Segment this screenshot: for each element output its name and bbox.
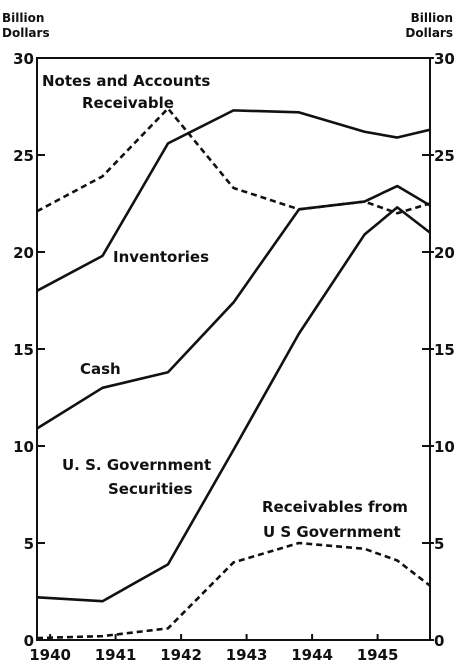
- series-label: Inventories: [113, 248, 209, 266]
- x-tick-label: 1944: [291, 646, 333, 664]
- y2-axis-label: Dollars: [405, 26, 453, 40]
- series-label: U. S. Government: [62, 456, 211, 474]
- y2-tick-label: 0: [434, 632, 444, 650]
- y-tick-label: 0: [24, 632, 34, 650]
- series-label: Cash: [80, 360, 121, 378]
- series-label: Notes and Accounts: [42, 72, 210, 90]
- series-label: Receivable: [82, 94, 174, 112]
- series-label: U S Government: [263, 523, 401, 541]
- y2-axis-label: Billion: [411, 11, 453, 25]
- y2-tick-label: 5: [434, 535, 444, 553]
- y2-tick-label: 15: [434, 341, 455, 359]
- series-line: [36, 541, 431, 640]
- y-tick-label: 5: [24, 535, 34, 553]
- y-tick-label: 20: [13, 244, 34, 262]
- series-line: [36, 206, 431, 603]
- y-tick-label: 30: [13, 50, 34, 68]
- plot-frame: [36, 57, 431, 641]
- x-tick-label: 1945: [357, 646, 399, 664]
- x-tick-label: 1943: [226, 646, 268, 664]
- x-tick-label: 1941: [95, 646, 137, 664]
- y2-tick-label: 20: [434, 244, 455, 262]
- y-tick-label: 10: [13, 438, 34, 456]
- x-tick-label: 1940: [29, 646, 71, 664]
- series-label: Receivables from: [262, 498, 408, 516]
- y2-tick-label: 30: [434, 50, 455, 68]
- y-tick-label: 15: [13, 341, 34, 359]
- series-line: [36, 109, 431, 292]
- y-tick-label: 25: [13, 147, 34, 165]
- y-axis-label: Dollars: [2, 26, 50, 40]
- series-label: Securities: [108, 480, 193, 498]
- y2-tick-label: 10: [434, 438, 455, 456]
- y2-tick-label: 25: [434, 147, 455, 165]
- y-axis-label: Billion: [2, 11, 44, 25]
- x-tick-label: 1942: [160, 646, 202, 664]
- series-line: [36, 184, 431, 430]
